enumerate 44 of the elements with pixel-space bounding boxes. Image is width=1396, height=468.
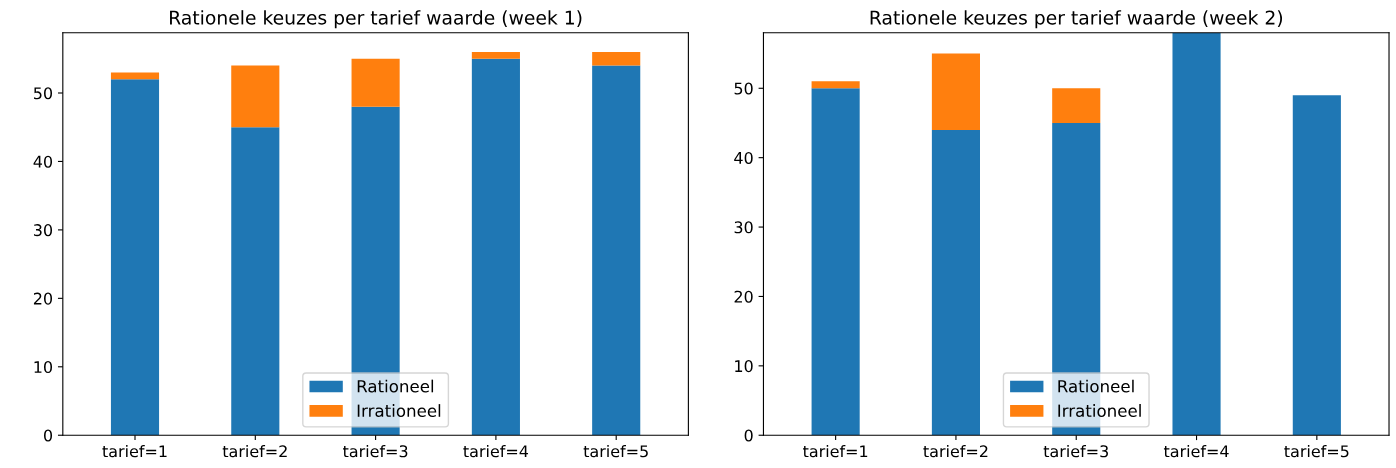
x-tick-label: tarief=5 xyxy=(583,444,648,458)
bar xyxy=(471,58,520,436)
legend-label: Rationeel xyxy=(1058,379,1134,393)
x-tick-label: tarief=3 xyxy=(343,444,408,458)
legend-label: Irrationeel xyxy=(1058,404,1141,418)
bar xyxy=(931,53,980,130)
chart-title: Rationele keuzes per tarief waarde (week 1) xyxy=(170,10,582,29)
bar xyxy=(231,65,280,128)
y-tick-label: 10 xyxy=(34,361,53,374)
x-tick-label: tarief=1 xyxy=(803,444,868,458)
x-tick-label: tarief=3 xyxy=(1043,444,1108,458)
x-tick-label: tarief=2 xyxy=(923,444,988,458)
bar xyxy=(110,79,160,436)
bar xyxy=(231,127,280,436)
y-tick-label: 0 xyxy=(43,429,53,442)
y-tick-label: 20 xyxy=(33,292,53,305)
y-tick-label: 40 xyxy=(734,151,753,164)
bar xyxy=(592,65,641,436)
bar xyxy=(1292,95,1341,436)
y-tick-label: 50 xyxy=(734,82,753,95)
bar xyxy=(931,129,980,436)
x-tick-label: tarief=1 xyxy=(102,444,167,458)
y-tick-label: 50 xyxy=(34,87,53,100)
x-tick-label: tarief=4 xyxy=(1163,444,1229,458)
x-tick-label: tarief=2 xyxy=(222,444,287,458)
legend-label: Irrationeel xyxy=(357,404,441,418)
bar xyxy=(1172,32,1221,436)
y-tick-label: 20 xyxy=(734,290,753,303)
y-tick-label: 30 xyxy=(33,224,53,237)
bar xyxy=(1052,88,1101,123)
bar xyxy=(811,88,860,436)
bar xyxy=(471,51,520,59)
x-tick-label: tarief=4 xyxy=(463,444,529,458)
bar xyxy=(110,72,160,80)
x-tick-label: tarief=5 xyxy=(1284,444,1349,458)
y-tick-label: 0 xyxy=(744,429,753,442)
chart-title: Rationele keuzes per tarief waarde (week 2) xyxy=(870,10,1283,29)
y-tick-label: 10 xyxy=(735,360,753,373)
bar xyxy=(351,58,400,107)
y-tick-label: 30 xyxy=(734,221,753,234)
y-tick-label: 40 xyxy=(33,155,53,168)
bar xyxy=(592,51,641,66)
legend-label: Rationeel xyxy=(357,379,434,393)
bar xyxy=(811,81,860,89)
